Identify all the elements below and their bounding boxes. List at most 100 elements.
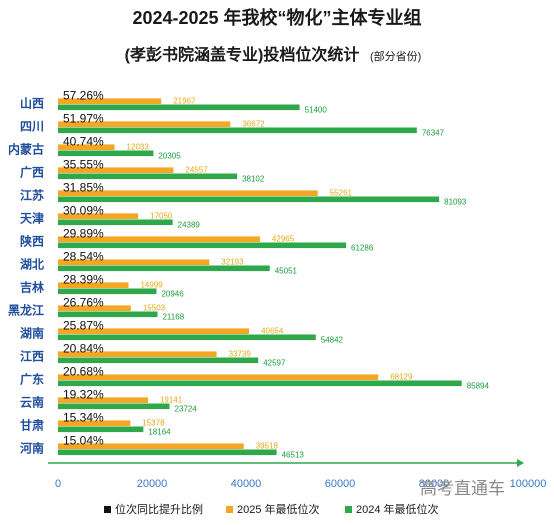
percent-label: 26.76% <box>63 296 104 310</box>
category-label: 湖北 <box>20 257 44 272</box>
bar-2025 <box>58 121 231 127</box>
bar-2024 <box>58 219 173 226</box>
x-tick-label: 100000 <box>510 478 547 490</box>
data-label-2024: 42597 <box>263 359 286 368</box>
data-label-2024: 20305 <box>158 152 181 161</box>
watermark: 高考直通车 <box>420 479 505 498</box>
data-label-2024: 20946 <box>161 290 184 299</box>
bar-2024 <box>58 380 462 387</box>
data-label-2024: 21168 <box>162 313 184 322</box>
bar-2025 <box>58 443 244 449</box>
bar-2024 <box>58 311 158 318</box>
category-label: 甘肃 <box>20 418 44 433</box>
data-label-2024: 61286 <box>351 244 374 253</box>
x-tick-label: 20000 <box>137 478 168 490</box>
legend-swatch <box>104 506 111 513</box>
bar-2025 <box>58 144 115 150</box>
category-label: 吉林 <box>20 280 44 295</box>
bar-2024 <box>58 288 157 295</box>
data-label-2024: 38102 <box>242 175 265 184</box>
bar-2025 <box>58 397 148 403</box>
bar-2024 <box>58 449 277 456</box>
category-label: 广东 <box>20 372 44 387</box>
bar-2025 <box>58 190 318 196</box>
percent-label: 40.74% <box>63 135 104 149</box>
data-label-2025: 24557 <box>185 166 208 175</box>
percent-label: 51.97% <box>63 112 104 126</box>
percent-label: 28.39% <box>63 273 104 287</box>
category-label: 内蒙古 <box>8 142 44 157</box>
bar-2025 <box>58 420 131 426</box>
bar-2024 <box>58 426 144 433</box>
bar-2024 <box>58 242 347 249</box>
category-label: 山西 <box>20 96 44 111</box>
data-label-2024: 81093 <box>444 198 467 207</box>
chart-subtitle: (孝彭书院涵盖专业)投档位次统计 <box>125 45 360 64</box>
x-axis-ticks: 0 20000 40000 60000 80000 100000 <box>55 478 546 490</box>
bar-2025 <box>58 213 139 219</box>
percent-label: 29.89% <box>63 227 104 241</box>
bar-2024 <box>58 150 154 157</box>
bar-2024 <box>58 334 316 341</box>
plot-area: 山西 21967 51400 57.26% 四川 36672 76347 51.97% 内蒙古 1… <box>8 89 490 460</box>
bar-2025 <box>58 167 174 173</box>
bar-2024 <box>58 127 417 134</box>
percent-label: 15.34% <box>63 411 104 425</box>
bar-2025 <box>58 305 131 311</box>
category-label: 黑龙江 <box>8 303 44 318</box>
data-label-2025: 32193 <box>221 258 244 267</box>
category-label: 广西 <box>20 165 44 180</box>
bar-2025 <box>58 374 379 380</box>
data-label-2025: 15503 <box>143 304 166 313</box>
x-tick-label: 60000 <box>325 478 356 490</box>
data-label-2024: 45051 <box>275 267 298 276</box>
percent-label: 15.04% <box>63 434 104 448</box>
data-label-2024: 18164 <box>148 428 171 437</box>
data-label-2025: 55261 <box>330 189 353 198</box>
bar-2025 <box>58 98 162 104</box>
percent-label: 25.87% <box>63 319 104 333</box>
legend-swatch <box>345 506 352 513</box>
percent-label: 31.85% <box>63 181 104 195</box>
percent-label: 20.68% <box>63 365 104 379</box>
data-label-2025: 39518 <box>256 442 279 451</box>
category-label: 江西 <box>20 349 44 364</box>
legend: 位次同比提升比例 2025 年最低位次 2024 年最低位次 <box>104 502 439 516</box>
percent-label: 30.09% <box>63 204 104 218</box>
data-label-2025: 33739 <box>229 350 252 359</box>
bar-2024 <box>58 357 259 364</box>
chart-subtitle-note: (部分省份) <box>370 49 421 63</box>
data-label-2025: 12033 <box>127 143 150 152</box>
percent-label: 20.84% <box>63 342 104 356</box>
category-label: 四川 <box>20 120 44 134</box>
data-label-2024: 46513 <box>282 451 305 460</box>
bar-2025 <box>58 236 260 242</box>
data-label-2024: 85894 <box>467 382 490 391</box>
data-label-2024: 24389 <box>178 221 201 230</box>
bar-2025 <box>58 282 129 288</box>
data-label-2025: 42965 <box>272 235 295 244</box>
percent-label: 28.54% <box>63 250 104 264</box>
x-axis-arrow <box>517 459 524 467</box>
category-label: 天津 <box>20 211 44 226</box>
bar-2025 <box>58 259 210 265</box>
category-label: 陕西 <box>20 234 44 249</box>
x-tick-label: 80000 <box>419 478 450 490</box>
data-label-2025: 14999 <box>140 281 163 290</box>
data-label-2024: 23724 <box>175 405 198 414</box>
chart-title: 2024-2025 年我校“物化”主体专业组 <box>132 7 421 28</box>
bar-2025 <box>58 328 250 334</box>
legend-label: 2024 年最低位次 <box>356 502 439 516</box>
bar-2024 <box>58 104 300 111</box>
data-label-2025: 36672 <box>242 120 265 129</box>
percent-label: 35.55% <box>63 158 104 172</box>
data-label-2025: 15378 <box>142 419 165 428</box>
bar-2024 <box>58 403 170 410</box>
category-label: 湖南 <box>20 326 44 341</box>
category-label: 云南 <box>20 395 44 410</box>
data-label-2025: 68129 <box>390 373 413 382</box>
bar-2024 <box>58 265 270 272</box>
data-label-2025: 40654 <box>261 327 284 336</box>
x-tick-label: 0 <box>55 478 61 490</box>
